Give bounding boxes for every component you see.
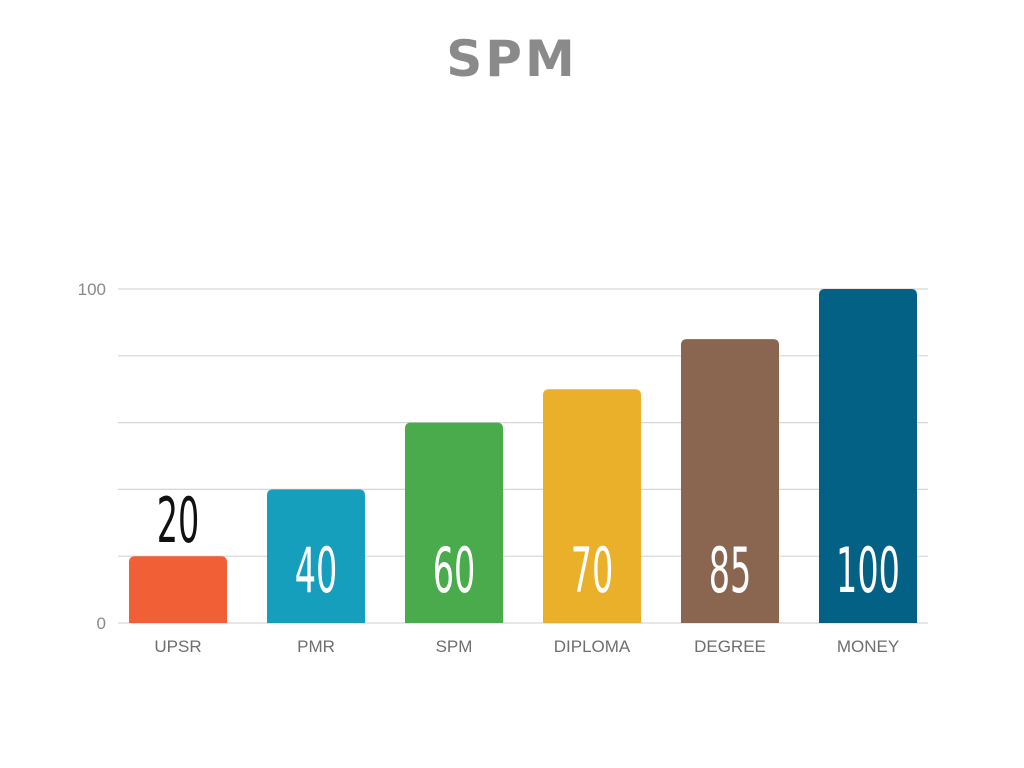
value-label: 40 — [295, 535, 338, 607]
category-label: DEGREE — [694, 637, 766, 656]
chart-bars — [129, 289, 917, 623]
chart-gridlines — [118, 288, 928, 624]
value-label: 70 — [571, 535, 614, 607]
category-label: UPSR — [154, 637, 201, 656]
y-tick-label: 0 — [97, 614, 106, 633]
value-labels: 20 40 60 70 85 100 — [157, 485, 900, 607]
category-label: SPM — [436, 637, 473, 656]
bar-upsr — [129, 556, 227, 623]
bar-diploma — [543, 389, 641, 623]
bar-spm — [405, 422, 503, 623]
x-axis-labels: UPSR PMR SPM DIPLOMA DEGREE MONEY — [154, 637, 899, 656]
bar-money — [819, 289, 917, 623]
category-label: PMR — [297, 637, 335, 656]
category-label: DIPLOMA — [554, 637, 631, 656]
value-label: 85 — [709, 535, 752, 607]
y-axis-ticks: 0 100 — [78, 280, 106, 633]
bar-degree — [681, 339, 779, 623]
value-label: 20 — [157, 485, 200, 557]
bar-pmr — [267, 489, 365, 623]
value-label: 60 — [433, 535, 476, 607]
slide-title: SPM — [446, 30, 578, 88]
value-label: 100 — [836, 535, 900, 607]
category-label: MONEY — [837, 637, 899, 656]
y-tick-label: 100 — [78, 280, 106, 299]
